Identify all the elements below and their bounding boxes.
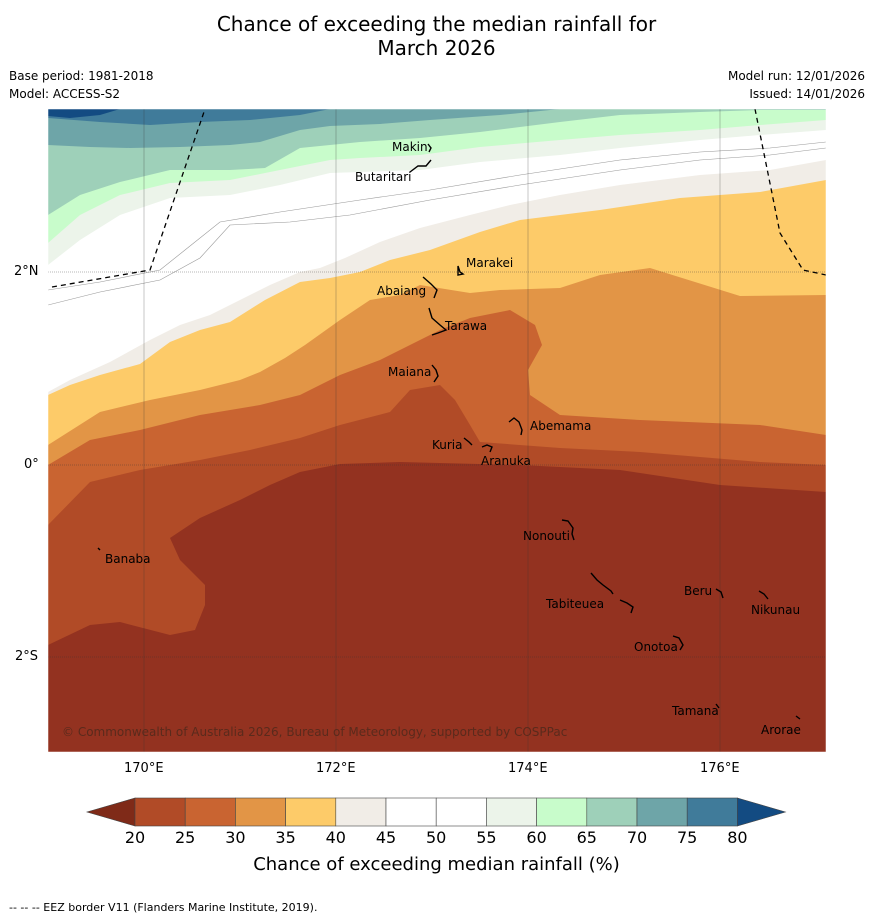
map-title-line2: March 2026 xyxy=(377,36,496,60)
colorbar-tick-label: 35 xyxy=(275,828,296,847)
colorbar-tick-label: 20 xyxy=(124,828,146,847)
place-label-beru: Beru xyxy=(684,584,713,598)
island-tabiteuea-south xyxy=(619,599,634,614)
place-label-kuria: Kuria xyxy=(432,438,463,452)
place-label-onotoa: Onotoa xyxy=(634,640,678,654)
place-label-banaba: Banaba xyxy=(105,552,151,566)
place-label-nonouti: Nonouti xyxy=(523,529,570,543)
island-outlines xyxy=(97,143,801,720)
colorbar-segment xyxy=(385,797,437,827)
colorbar-tick-label: 50 xyxy=(426,828,447,847)
island-tarawa xyxy=(428,307,448,336)
place-label-butaritari: Butaritari xyxy=(355,170,412,184)
rainfall-map xyxy=(48,109,826,752)
island-banaba xyxy=(97,547,101,551)
place-label-tamana: Tamana xyxy=(672,704,719,718)
place-label-abaiang: Abaiang xyxy=(377,284,427,298)
place-label-maiana: Maiana xyxy=(388,365,432,379)
colorbar-segment xyxy=(134,797,186,827)
lon-label-176e: 176°E xyxy=(700,761,740,776)
colorbar-tick-label: 80 xyxy=(727,828,748,847)
band-80-plus xyxy=(48,109,330,125)
copyright-notice: © Commonwealth of Australia 2026, Bureau… xyxy=(62,725,568,739)
lat-label-equator: 0° xyxy=(24,457,39,472)
colorbar-tick-label: 45 xyxy=(375,828,397,847)
colorbar-segment xyxy=(486,797,537,827)
place-label-makin: Makin xyxy=(392,140,428,154)
island-butaritari xyxy=(409,159,432,173)
lon-label-172e: 172°E xyxy=(316,761,356,776)
eez-legend-note: -- -- -- EEZ border V11 (Flanders Marine… xyxy=(9,901,318,914)
colorbar-segment xyxy=(636,797,688,827)
place-label-tarawa: Tarawa xyxy=(445,319,488,333)
island-abaiang xyxy=(422,276,438,299)
lon-label-174e: 174°E xyxy=(508,761,548,776)
colorbar-segment xyxy=(235,797,286,827)
model-run: Model run: 12/01/2026 xyxy=(727,69,865,83)
contour-lines xyxy=(48,141,826,306)
issued-date: Issued: 14/01/2026 xyxy=(749,87,865,101)
island-aranuka xyxy=(481,444,493,453)
place-label-nikunau: Nikunau xyxy=(751,603,801,617)
colorbar-tick-label: 75 xyxy=(677,828,698,847)
colorbar-tick-label: 60 xyxy=(526,828,547,847)
lat-label-2s: 2°S xyxy=(15,649,39,664)
island-marakei xyxy=(457,265,465,276)
colorbar-segment xyxy=(686,797,738,827)
place-label-arorae: Arorae xyxy=(761,723,801,737)
eez-border xyxy=(51,109,826,288)
band-80-plus-dark xyxy=(48,109,120,118)
place-label-abemama: Abemama xyxy=(530,419,592,433)
graticule xyxy=(143,109,721,752)
colorbar-tick-label: 55 xyxy=(476,828,497,847)
base-period: Base period: 1981-2018 xyxy=(9,69,154,83)
island-makin xyxy=(427,143,432,153)
island-tabiteuea-north xyxy=(590,572,614,595)
colorbar-extend-high xyxy=(737,797,787,827)
island-kuria xyxy=(463,437,473,446)
colorbar-segment xyxy=(536,797,588,827)
colorbar-tick-label: 65 xyxy=(576,828,597,847)
island-nonouti xyxy=(561,519,575,541)
colorbar-tick-label: 40 xyxy=(325,828,346,847)
colorbar-extend-low xyxy=(85,797,136,827)
colorbar-segment xyxy=(435,797,487,827)
island-onotoa xyxy=(672,635,684,651)
map-title-line1: Chance of exceeding the median rainfall … xyxy=(216,12,657,36)
colorbar-tick-label: 70 xyxy=(626,828,648,847)
place-label-marakei: Marakei xyxy=(466,256,514,270)
colorbar-title: Chance of exceeding median rainfall (%) xyxy=(253,854,620,875)
island-tamana xyxy=(715,703,720,709)
colorbar-segment xyxy=(335,797,387,827)
colorbar-segment xyxy=(184,797,236,827)
model-name: Model: ACCESS-S2 xyxy=(9,87,121,101)
island-abemama xyxy=(508,417,523,436)
place-label-tabiteuea: Tabiteuea xyxy=(546,597,605,611)
island-maiana xyxy=(431,364,439,383)
colorbar xyxy=(85,797,787,827)
colorbar-tick-label: 30 xyxy=(225,828,246,847)
colorbar-segment xyxy=(285,797,337,827)
place-label-aranuka: Aranuka xyxy=(481,454,531,468)
island-arorae xyxy=(795,715,801,720)
lon-label-170e: 170°E xyxy=(124,761,164,776)
colorbar-tick-label: 25 xyxy=(175,828,196,847)
lat-label-2n: 2°N xyxy=(14,264,39,279)
island-beru xyxy=(715,588,724,599)
colorbar-segment xyxy=(586,797,638,827)
island-nikunau xyxy=(758,590,769,600)
